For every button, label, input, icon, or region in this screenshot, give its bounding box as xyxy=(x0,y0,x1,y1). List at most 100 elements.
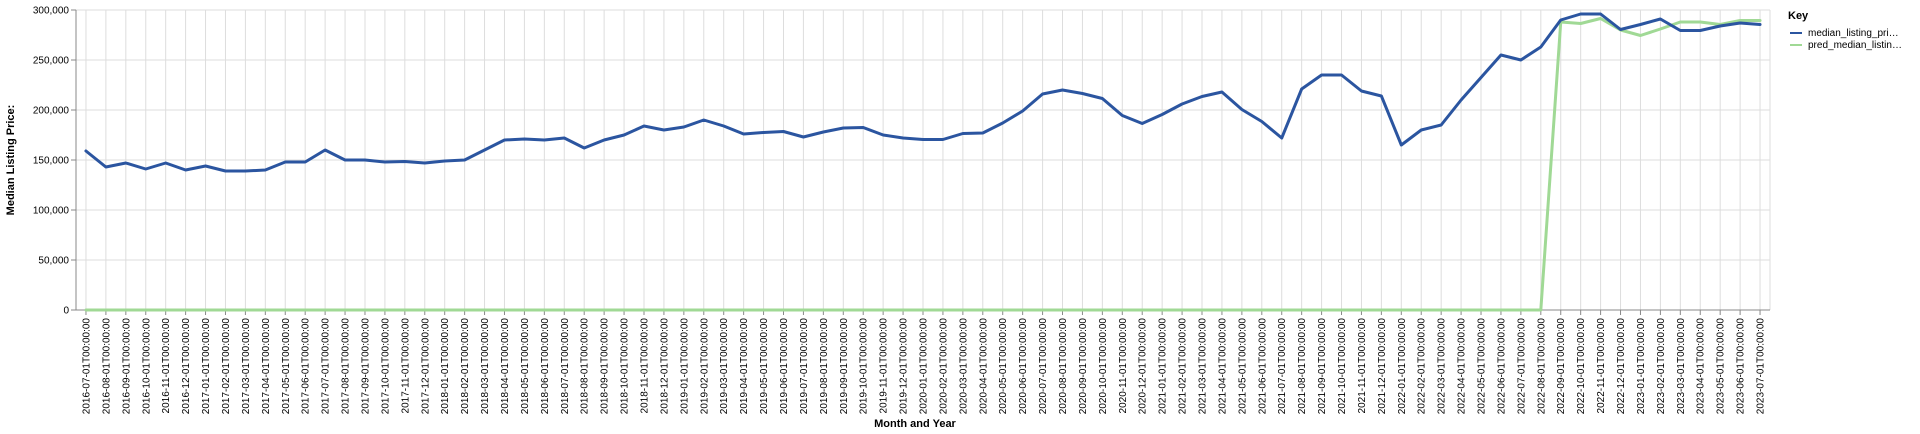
x-tick-label: 2017-01-01T00:00:00 xyxy=(201,318,212,415)
legend-label-median: median_listing_pri… xyxy=(1808,28,1899,39)
x-tick-label: 2017-11-01T00:00:00 xyxy=(400,318,411,414)
x-tick-label: 2021-05-01T00:00:00 xyxy=(1237,318,1248,415)
y-tick-label: 300,000 xyxy=(33,6,70,17)
x-tick-label: 2021-11-01T00:00:00 xyxy=(1357,318,1368,414)
x-tick-label: 2021-10-01T00:00:00 xyxy=(1337,318,1348,415)
x-tick-label: 2019-01-01T00:00:00 xyxy=(679,318,690,415)
x-tick-label: 2017-04-01T00:00:00 xyxy=(261,318,272,415)
x-tick-label: 2017-09-01T00:00:00 xyxy=(360,318,371,415)
x-tick-label: 2019-11-01T00:00:00 xyxy=(879,318,890,414)
x-tick-label: 2017-08-01T00:00:00 xyxy=(341,318,352,415)
x-tick-label: 2018-01-01T00:00:00 xyxy=(440,318,451,415)
y-tick-label: 0 xyxy=(63,306,69,317)
x-tick-label: 2018-11-01T00:00:00 xyxy=(639,318,650,414)
x-tick-label: 2019-05-01T00:00:00 xyxy=(759,318,770,415)
x-tick-label: 2019-03-01T00:00:00 xyxy=(719,318,730,415)
x-tick-label: 2022-01-01T00:00:00 xyxy=(1397,318,1408,415)
x-tick-label: 2018-04-01T00:00:00 xyxy=(500,318,511,415)
x-tick-label: 2019-02-01T00:00:00 xyxy=(699,318,710,415)
x-tick-label: 2021-06-01T00:00:00 xyxy=(1257,318,1268,415)
x-tick-label: 2019-06-01T00:00:00 xyxy=(779,318,790,415)
x-tick-label: 2022-03-01T00:00:00 xyxy=(1437,318,1448,415)
series-line-pred-median-listing-price xyxy=(84,17,1762,312)
x-tick-label: 2017-03-01T00:00:00 xyxy=(241,318,252,415)
x-tick-label: 2023-04-01T00:00:00 xyxy=(1696,318,1707,415)
x-tick-label: 2018-08-01T00:00:00 xyxy=(580,318,591,415)
x-tick-label: 2020-09-01T00:00:00 xyxy=(1078,318,1089,415)
x-tick-label: 2020-07-01T00:00:00 xyxy=(1038,318,1049,415)
x-tick-label: 2018-09-01T00:00:00 xyxy=(600,318,611,415)
legend-label-pred: pred_median_listin… xyxy=(1808,40,1902,51)
x-tick-label: 2018-12-01T00:00:00 xyxy=(659,318,670,415)
legend-title: Key xyxy=(1788,10,1809,22)
x-tick-label: 2021-12-01T00:00:00 xyxy=(1377,318,1388,415)
x-tick-label: 2016-10-01T00:00:00 xyxy=(141,318,152,415)
x-tick-label: 2017-12-01T00:00:00 xyxy=(420,318,431,415)
x-tick-label: 2018-02-01T00:00:00 xyxy=(460,318,471,415)
x-tick-label: 2021-03-01T00:00:00 xyxy=(1198,318,1209,415)
x-tick-label: 2020-02-01T00:00:00 xyxy=(938,318,949,415)
x-tick-label: 2020-04-01T00:00:00 xyxy=(978,318,989,415)
legend: Key median_listing_pri… pred_median_list… xyxy=(1788,10,1902,51)
x-tick-label: 2017-02-01T00:00:00 xyxy=(221,318,232,415)
x-tick-label: 2021-04-01T00:00:00 xyxy=(1217,318,1228,415)
x-tick-label: 2017-07-01T00:00:00 xyxy=(321,318,332,415)
x-tick-label: 2017-06-01T00:00:00 xyxy=(301,318,312,415)
x-tick-label: 2022-10-01T00:00:00 xyxy=(1576,318,1587,415)
x-tick-label: 2022-12-01T00:00:00 xyxy=(1616,318,1627,415)
x-tick-label: 2019-10-01T00:00:00 xyxy=(859,318,870,415)
x-tick-label: 2019-08-01T00:00:00 xyxy=(819,318,830,415)
x-tick-label: 2020-06-01T00:00:00 xyxy=(1018,318,1029,415)
x-tick-label: 2019-04-01T00:00:00 xyxy=(739,318,750,415)
x-tick-label: 2018-03-01T00:00:00 xyxy=(480,318,491,415)
x-tick-label: 2022-04-01T00:00:00 xyxy=(1457,318,1468,415)
x-tick-label: 2021-02-01T00:00:00 xyxy=(1178,318,1189,415)
x-tick-label: 2023-01-01T00:00:00 xyxy=(1636,318,1647,415)
x-tick-label: 2019-12-01T00:00:00 xyxy=(899,318,910,415)
x-tick-label: 2021-01-01T00:00:00 xyxy=(1158,318,1169,415)
x-tick-label: 2020-11-01T00:00:00 xyxy=(1118,318,1129,414)
x-tick-label: 2019-09-01T00:00:00 xyxy=(839,318,850,415)
series-line-median-listing-price xyxy=(84,12,1762,173)
y-tick-label: 50,000 xyxy=(38,256,69,267)
x-tick-label: 2022-05-01T00:00:00 xyxy=(1477,318,1488,415)
x-tick-label: 2022-11-01T00:00:00 xyxy=(1596,318,1607,414)
x-tick-label: 2017-10-01T00:00:00 xyxy=(380,318,391,415)
y-tick-label: 100,000 xyxy=(33,206,70,217)
series-lines xyxy=(84,12,1762,312)
x-tick-label: 2022-09-01T00:00:00 xyxy=(1556,318,1567,415)
x-tick-label: 2016-12-01T00:00:00 xyxy=(181,318,192,415)
x-axis-title: Month and Year xyxy=(874,418,956,430)
y-tick-label: 150,000 xyxy=(33,156,70,167)
x-tick-label: 2016-11-01T00:00:00 xyxy=(161,318,172,414)
x-tick-label: 2022-02-01T00:00:00 xyxy=(1417,318,1428,415)
y-axis: 0 50,000 100,000 150,000 200,000 250,000 300,0… xyxy=(33,6,77,317)
y-axis-title: Median Listing Price: xyxy=(5,105,17,216)
x-tick-label: 2021-09-01T00:00:00 xyxy=(1317,318,1328,415)
x-axis: 2016-07-01T00:00:00 2016-08-01T00:00:00 20… xyxy=(76,309,1770,415)
x-tick-label: 2022-07-01T00:00:00 xyxy=(1516,318,1527,415)
x-tick-label: 2018-05-01T00:00:00 xyxy=(520,318,531,415)
x-tick-label: 2018-07-01T00:00:00 xyxy=(560,318,571,415)
x-tick-label: 2023-07-01T00:00:00 xyxy=(1756,318,1767,415)
x-tick-label: 2023-05-01T00:00:00 xyxy=(1716,318,1727,415)
x-tick-label: 2020-12-01T00:00:00 xyxy=(1138,318,1149,415)
x-tick-label: 2021-07-01T00:00:00 xyxy=(1277,318,1288,415)
x-tick-label: 2018-10-01T00:00:00 xyxy=(620,318,631,415)
gridlines xyxy=(76,9,1771,311)
y-tick-label: 200,000 xyxy=(33,106,70,117)
x-tick-label: 2022-08-01T00:00:00 xyxy=(1536,318,1547,415)
x-tick-label: 2021-08-01T00:00:00 xyxy=(1297,318,1308,415)
x-tick-label: 2016-09-01T00:00:00 xyxy=(121,318,132,415)
x-tick-label: 2018-06-01T00:00:00 xyxy=(540,318,551,415)
x-tick-label: 2023-03-01T00:00:00 xyxy=(1676,318,1687,415)
y-tick-label: 250,000 xyxy=(33,56,70,67)
x-tick-label: 2020-10-01T00:00:00 xyxy=(1098,318,1109,415)
x-tick-label: 2016-07-01T00:00:00 xyxy=(81,318,92,415)
x-tick-label: 2020-03-01T00:00:00 xyxy=(958,318,969,415)
x-tick-label: 2020-01-01T00:00:00 xyxy=(919,318,930,415)
x-tick-label: 2016-08-01T00:00:00 xyxy=(101,318,112,415)
x-tick-label: 2023-06-01T00:00:00 xyxy=(1736,318,1747,415)
x-tick-label: 2023-02-01T00:00:00 xyxy=(1656,318,1667,415)
